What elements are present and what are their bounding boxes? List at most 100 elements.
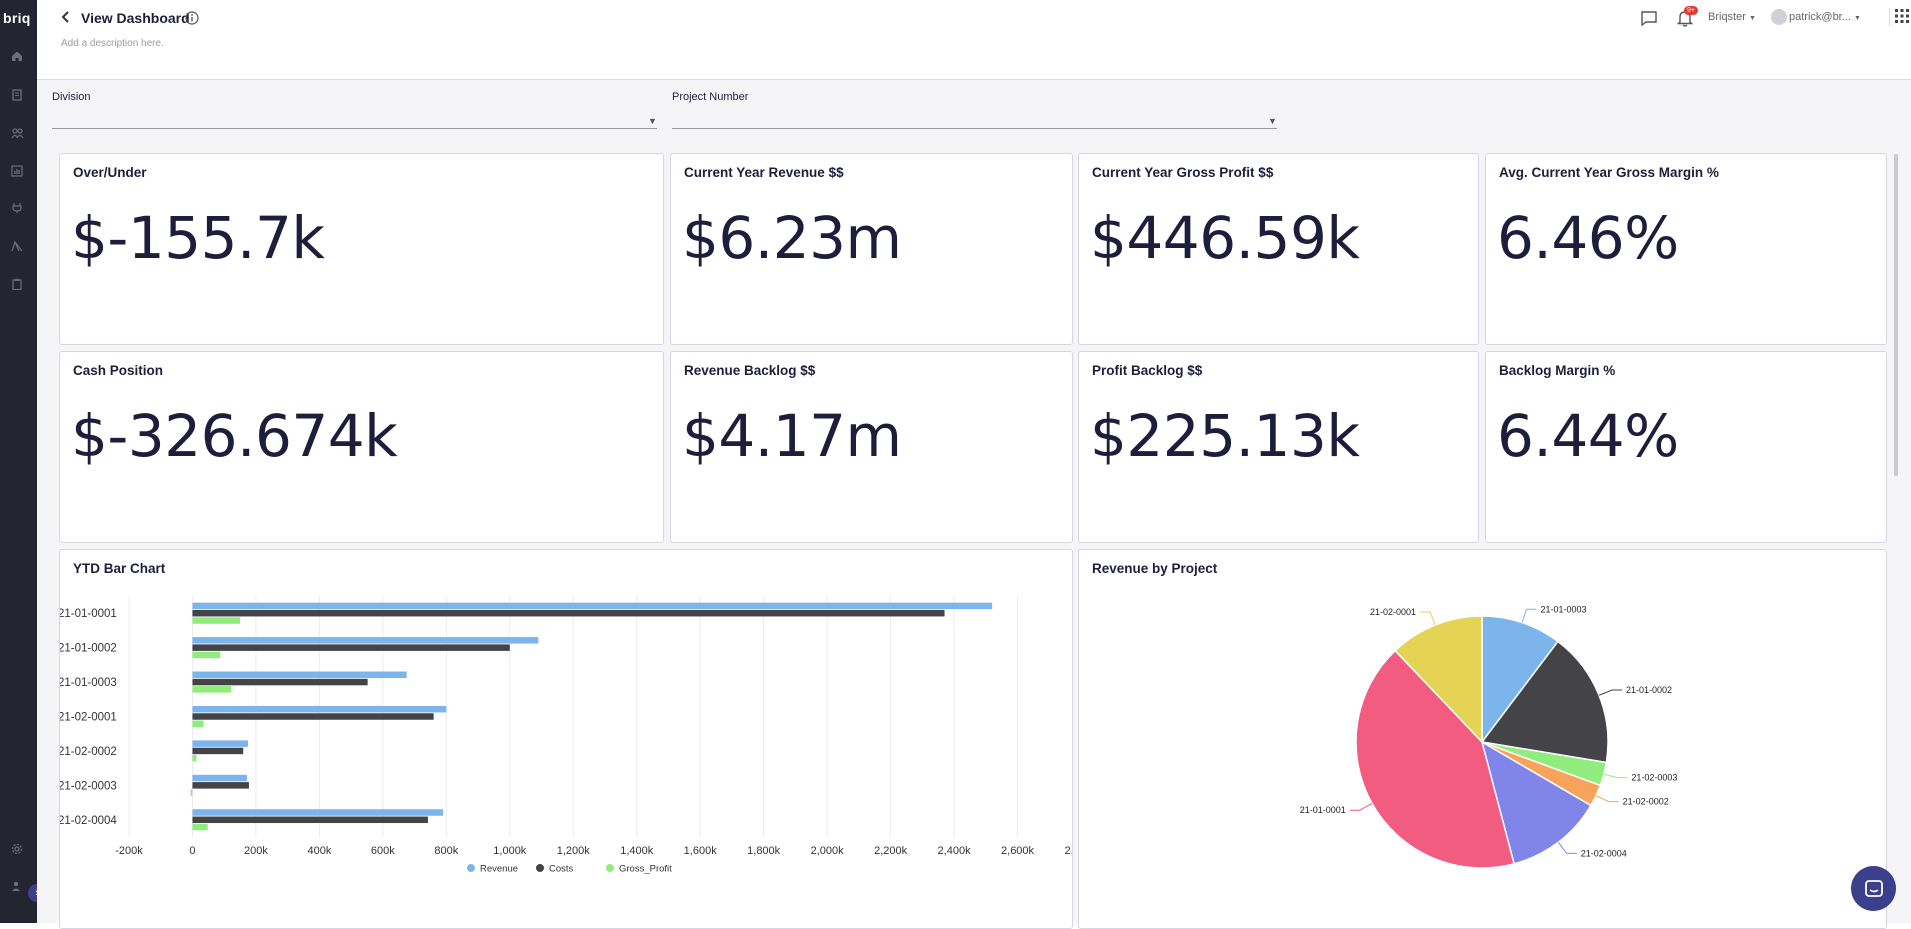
bar [192,609,945,617]
metric-value: $6.23m [682,204,902,272]
x-tick-label: 200k [244,845,268,857]
pie-connector [1603,773,1628,779]
metric-card-cash-position[interactable]: Cash Position $-326.674k [59,351,664,543]
metric-value: $446.59k [1090,204,1360,272]
y-tick-label: 21-01-0003 [60,677,117,689]
ytd-bar-chart-card[interactable]: YTD Bar Chart -200k 0 200k 400k 600k 800k 1,00… [59,549,1073,929]
x-tick-label: 1,600k [684,845,718,857]
apps-grid-icon[interactable] [1895,9,1909,28]
metric-card-backlog-margin[interactable]: Backlog Margin % 6.44% [1485,351,1887,543]
description-placeholder[interactable]: Add a description here. [61,38,164,49]
bar [192,651,221,659]
x-tick-label: 1,800k [747,845,781,857]
people-icon[interactable] [9,125,25,141]
metric-value: $-326.674k [71,402,398,470]
card-title: Current Year Revenue $$ [684,165,844,180]
pie-label: 21-02-0004 [1581,848,1627,858]
document-icon[interactable] [9,87,25,103]
metric-card-profit-backlog[interactable]: Profit Backlog $$ $225.13k [1078,351,1479,543]
x-tick-label: 0 [189,845,195,857]
chevron-down-icon: ▼ [1748,15,1756,22]
x-tick-label: 1,200k [557,845,591,857]
chart-title: Revenue by Project [1092,561,1218,576]
y-tick-label: 21-01-0001 [60,608,117,620]
x-tick-label: 1,000k [493,845,527,857]
pie-connector [1557,841,1577,854]
metric-card-current-year-revenue[interactable]: Current Year Revenue $$ $6.23m [670,153,1073,345]
revenue-by-project-pie: 21-01-0003 21-01-0002 21-02-0003 21-02-0002… [1300,604,1677,869]
pie-slice [1480,740,1592,865]
metric-value: 6.46% [1497,204,1679,272]
bar [192,713,434,720]
pie-slice [1394,615,1483,744]
chart-icon[interactable] [9,163,25,179]
metric-card-avg-gross-margin[interactable]: Avg. Current Year Gross Margin % 6.46% [1485,153,1887,345]
x-tick-label: 400k [307,845,331,857]
home-icon[interactable] [9,48,25,64]
user-menu[interactable]: patrick@br... ▼ [1789,11,1861,23]
filter-underline [52,128,657,129]
card-title: Revenue Backlog $$ [684,363,816,378]
bar [192,782,249,789]
bar [192,720,204,728]
user-email: patrick@br... [1789,11,1851,23]
pie-label: 21-02-0002 [1623,797,1669,807]
filter-underline [672,128,1277,129]
x-tick-label: 800k [434,845,458,857]
pie-label: 21-01-0002 [1626,685,1672,695]
chart-title: YTD Bar Chart [73,561,166,576]
pie-label: 21-01-0003 [1541,604,1587,614]
pie-slice [1480,640,1609,764]
y-tick-label: 21-02-0001 [60,712,117,724]
metric-card-over-under[interactable]: Over/Under $-155.7k [59,153,664,345]
ytd-bar-chart: -200k 0 200k 400k 600k 800k 1,000k 1,200k 1,400k… [60,596,1072,875]
back-icon[interactable] [61,10,71,29]
settings-icon[interactable] [9,841,25,857]
bar [192,617,241,624]
card-title: Cash Position [73,363,164,378]
y-tick-label: 21-01-0002 [60,643,117,655]
revenue-by-project-card[interactable]: Revenue by Project 21-01-0003 21-01-0002 2… [1078,549,1887,929]
pie-label: 21-02-0001 [1370,607,1416,617]
bar [192,754,197,762]
clipboard-icon[interactable] [9,276,25,292]
x-tick-label: 600k [371,845,395,857]
top-bar: View Dashboard Add a description here. 9… [37,0,1911,80]
divider [1889,8,1890,26]
metric-card-revenue-backlog[interactable]: Revenue Backlog $$ $4.17m [670,351,1073,543]
org-switcher[interactable]: Briqster ▼ [1708,11,1756,23]
analytics-icon[interactable] [9,238,25,254]
chat-icon[interactable] [1640,10,1658,31]
pie-label: 21-01-0001 [1300,805,1346,815]
legend-marker [606,864,614,872]
caret-down-icon[interactable]: ▼ [648,116,657,126]
bar [192,671,407,679]
legend-label: Gross_Profit [619,864,672,875]
bar [192,747,244,755]
x-tick-label: 2,200k [874,845,908,857]
x-tick-label: 2,000k [811,845,845,857]
x-tick-label: 1,400k [620,845,654,857]
bar [192,637,539,644]
chevron-down-icon: ▼ [1853,15,1861,22]
avatar[interactable] [1771,9,1787,25]
bar [192,602,993,610]
dashboard-content: Division ▼ Project Number ▼ Over/Under $… [37,80,1911,929]
metric-card-current-year-gross-profit[interactable]: Current Year Gross Profit $$ $446.59k [1078,153,1479,345]
plug-icon[interactable] [9,200,25,216]
info-icon[interactable] [185,11,199,25]
support-chat-button[interactable] [1851,866,1896,911]
pie-connector [1595,795,1619,803]
metric-value: $225.13k [1090,402,1360,470]
pie-connector [1598,689,1623,696]
legend-label: Revenue [480,864,518,875]
bar [192,678,368,686]
x-tick-label: 2,600k [1001,845,1035,857]
bar [192,823,208,831]
scrollbar[interactable] [1894,154,1898,476]
user-settings-icon[interactable] [9,878,25,894]
pie-slice [1355,649,1516,869]
bar [192,774,248,782]
logo[interactable]: briq [3,10,31,26]
caret-down-icon[interactable]: ▼ [1268,116,1277,126]
